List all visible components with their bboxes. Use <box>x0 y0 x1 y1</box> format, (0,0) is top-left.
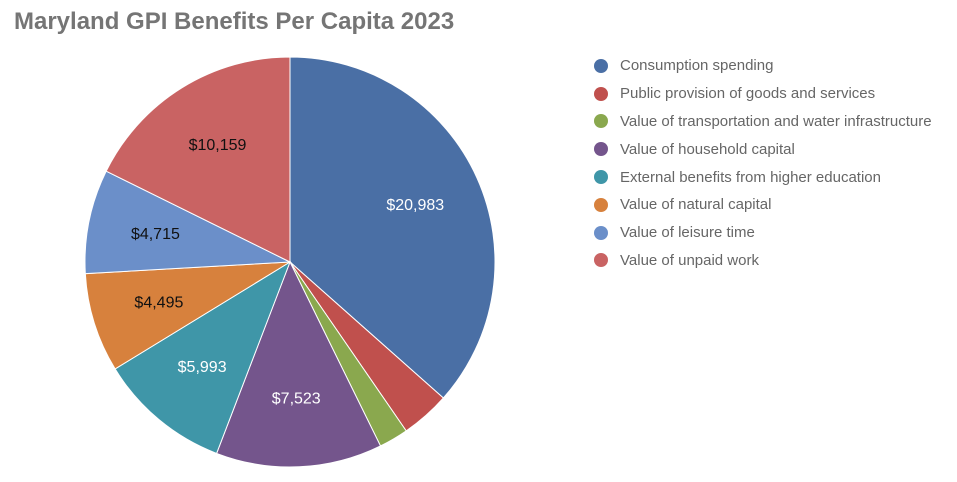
legend-swatch <box>594 114 608 129</box>
legend: Consumption spending Public provision of … <box>594 52 932 274</box>
legend-item: External benefits from higher education <box>594 163 932 191</box>
legend-swatch <box>594 142 608 157</box>
legend-label: Value of leisure time <box>620 224 755 242</box>
legend-swatch <box>594 58 608 73</box>
legend-item: Value of natural capital <box>594 191 932 219</box>
pie-slice <box>105 56 291 263</box>
legend-label: Value of natural capital <box>620 196 772 214</box>
legend-label: Consumption spending <box>620 57 774 75</box>
chart-title: Maryland GPI Benefits Per Capita 2023 <box>14 8 455 35</box>
pie-slice <box>215 260 382 468</box>
pie-slice <box>84 170 292 275</box>
pie-slice <box>84 261 291 370</box>
legend-label: Value of transportation and water infras… <box>620 112 932 130</box>
legend-label: Value of unpaid work <box>620 251 759 269</box>
legend-item: Value of leisure time <box>594 219 932 247</box>
slice-value-label: $5,993 <box>178 359 227 376</box>
pie-plot: $20,983 $7,523 $5,993 $4,495 $4,715 $10,159 <box>84 56 496 468</box>
pie-slice <box>289 56 496 399</box>
legend-swatch <box>594 86 608 101</box>
slice-value-label: $4,495 <box>134 294 183 311</box>
legend-swatch <box>594 225 608 240</box>
legend-swatch <box>594 253 608 268</box>
legend-item: Value of household capital <box>594 135 932 163</box>
slice-value-label: $20,983 <box>386 197 444 214</box>
legend-swatch <box>594 197 608 212</box>
legend-swatch <box>594 170 608 185</box>
slice-value-label: $7,523 <box>272 391 321 408</box>
slice-value-label: $10,159 <box>189 137 247 154</box>
legend-item: Value of unpaid work <box>594 247 932 275</box>
legend-item: Public provision of goods and services <box>594 80 932 108</box>
pie-slice <box>114 260 291 455</box>
legend-label: Value of household capital <box>620 140 795 158</box>
legend-item: Consumption spending <box>594 52 932 80</box>
legend-item: Value of transportation and water infras… <box>594 108 932 136</box>
legend-label: Public provision of goods and services <box>620 85 876 103</box>
legend-label: External benefits from higher education <box>620 168 881 186</box>
slice-value-label: $4,715 <box>131 226 180 243</box>
